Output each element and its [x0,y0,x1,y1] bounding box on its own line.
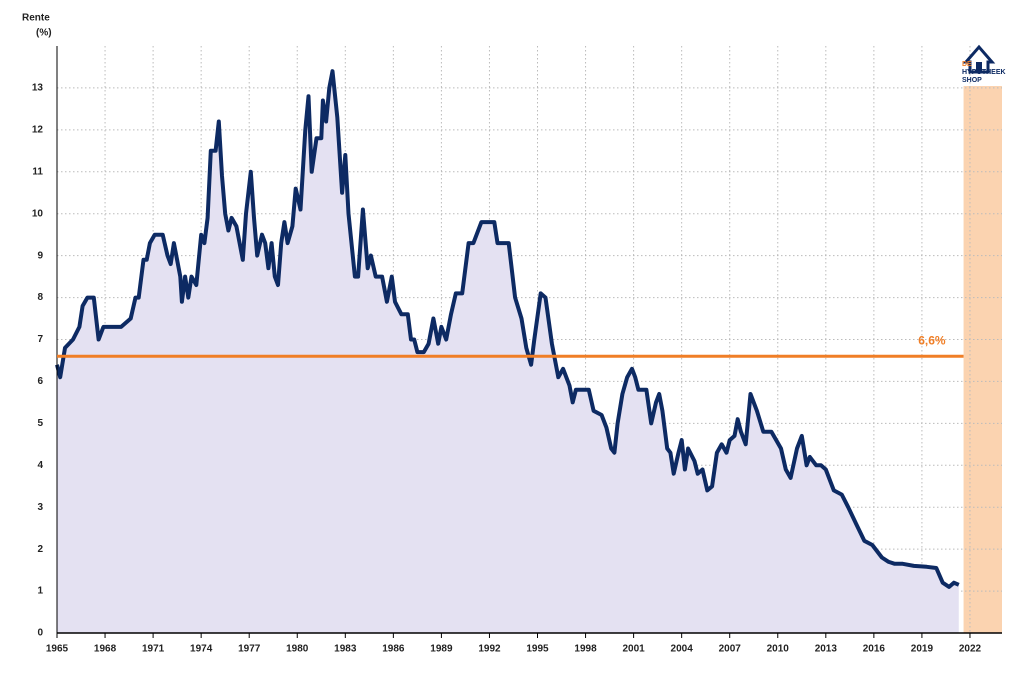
x-tick-label: 1965 [46,644,69,655]
reference-label: 6,6% [918,333,946,347]
y-tick-label: 8 [37,292,43,303]
y-tick-label: 13 [32,83,44,94]
y-tick-label: 7 [37,334,43,345]
x-tick-label: 2010 [767,644,790,655]
x-tick-label: 2019 [911,644,934,655]
x-tick-label: 2007 [719,644,742,655]
y-tick-label: 11 [32,166,43,177]
x-tick-label: 1980 [286,644,309,655]
x-tick-label: 1977 [238,644,261,655]
y-tick-label: 0 [37,628,43,639]
x-tick-label: 1995 [526,644,549,655]
y-tick-label: 12 [32,124,44,135]
x-tick-label: 1986 [382,644,405,655]
x-tick-label: 1998 [574,644,597,655]
y-tick-label: 6 [37,376,43,387]
x-tick-label: 1974 [190,644,213,655]
y-tick-label: 3 [37,502,43,513]
x-tick-label: 1989 [430,644,453,655]
logo-text: DE [962,61,972,68]
x-tick-label: 1992 [478,644,501,655]
x-tick-label: 2001 [622,644,645,655]
x-tick-label: 2016 [863,644,886,655]
y-tick-label: 4 [37,460,43,471]
y-axis-label: (%) [36,28,52,39]
logo-door [976,62,982,72]
x-tick-label: 1968 [94,644,117,655]
x-tick-label: 2013 [815,644,838,655]
area [57,71,959,633]
y-tick-label: 2 [37,544,43,555]
y-tick-label: 1 [37,586,43,597]
y-axis-label: Rente [22,13,50,24]
y-tick-label: 9 [37,250,43,261]
shaded-range [963,86,1002,633]
x-tick-label: 1983 [334,644,357,655]
y-tick-label: 10 [32,208,44,219]
x-tick-label: 2004 [671,644,694,655]
x-tick-label: 1971 [142,644,165,655]
logo-house [962,44,996,74]
logo-text: SHOP [962,77,982,84]
x-tick-label: 2022 [959,644,982,655]
y-tick-label: 5 [37,418,43,429]
logo-text: HYPOTHEEK [962,69,1006,76]
line [55,69,960,589]
